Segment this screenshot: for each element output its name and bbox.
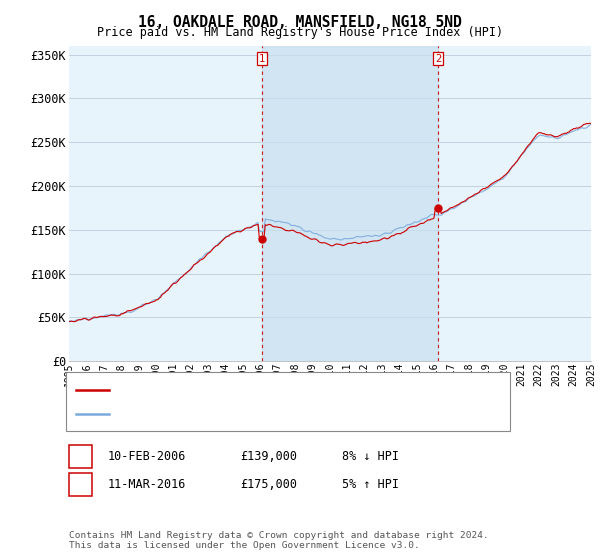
Text: 1: 1 <box>77 451 84 461</box>
Text: 10-FEB-2006: 10-FEB-2006 <box>108 450 187 463</box>
Text: Price paid vs. HM Land Registry's House Price Index (HPI): Price paid vs. HM Land Registry's House … <box>97 26 503 39</box>
Text: 1: 1 <box>259 54 265 64</box>
Text: 16, OAKDALE ROAD, MANSFIELD, NG18 5ND (detached house): 16, OAKDALE ROAD, MANSFIELD, NG18 5ND (d… <box>116 385 467 395</box>
Text: 11-MAR-2016: 11-MAR-2016 <box>108 478 187 491</box>
Text: 2: 2 <box>435 54 441 64</box>
Text: HPI: Average price, detached house, Mansfield: HPI: Average price, detached house, Mans… <box>116 408 409 418</box>
Text: 5% ↑ HPI: 5% ↑ HPI <box>342 478 399 491</box>
Text: Contains HM Land Registry data © Crown copyright and database right 2024.
This d: Contains HM Land Registry data © Crown c… <box>69 530 489 550</box>
Text: £175,000: £175,000 <box>240 478 297 491</box>
Text: 16, OAKDALE ROAD, MANSFIELD, NG18 5ND: 16, OAKDALE ROAD, MANSFIELD, NG18 5ND <box>138 15 462 30</box>
Text: 2: 2 <box>77 479 84 489</box>
Bar <box>262 46 438 361</box>
Text: £139,000: £139,000 <box>240 450 297 463</box>
Text: 8% ↓ HPI: 8% ↓ HPI <box>342 450 399 463</box>
